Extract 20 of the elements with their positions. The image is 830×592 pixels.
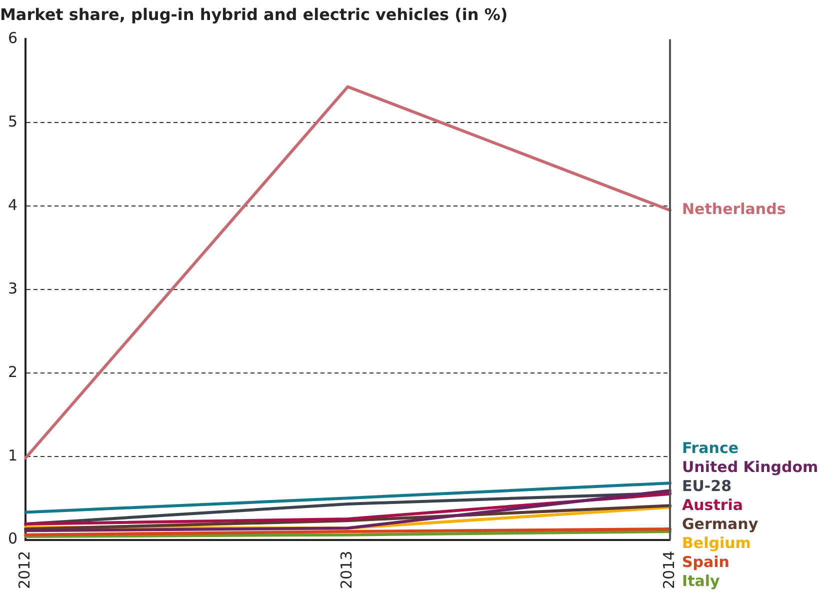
series-label: Netherlands <box>682 200 786 218</box>
y-tick-label: 1 <box>8 446 18 464</box>
y-tick-label: 6 <box>8 29 18 48</box>
x-tick-label: 2014 <box>660 550 678 590</box>
y-tick-label: 5 <box>8 112 18 131</box>
series-label: United Kingdom <box>682 458 818 476</box>
y-tick-label: 3 <box>8 279 18 298</box>
series-label: Spain <box>682 552 730 571</box>
x-tick-label: 2012 <box>15 550 34 590</box>
series-label: France <box>682 438 739 457</box>
series-label: Belgium <box>682 534 751 552</box>
y-tick-label: 2 <box>8 362 18 381</box>
y-tick-label: 4 <box>8 196 18 214</box>
text: Italy <box>682 572 720 590</box>
series-label: Austria <box>682 496 744 514</box>
series-label: EU-28 <box>682 476 732 495</box>
series-label: Germany <box>682 514 758 533</box>
y-tick-label: 0 <box>8 530 18 548</box>
x-tick-label: 2013 <box>338 550 356 590</box>
chart-title: Market share, plug-in hybrid and electric vehicles (in %) <box>0 4 508 24</box>
